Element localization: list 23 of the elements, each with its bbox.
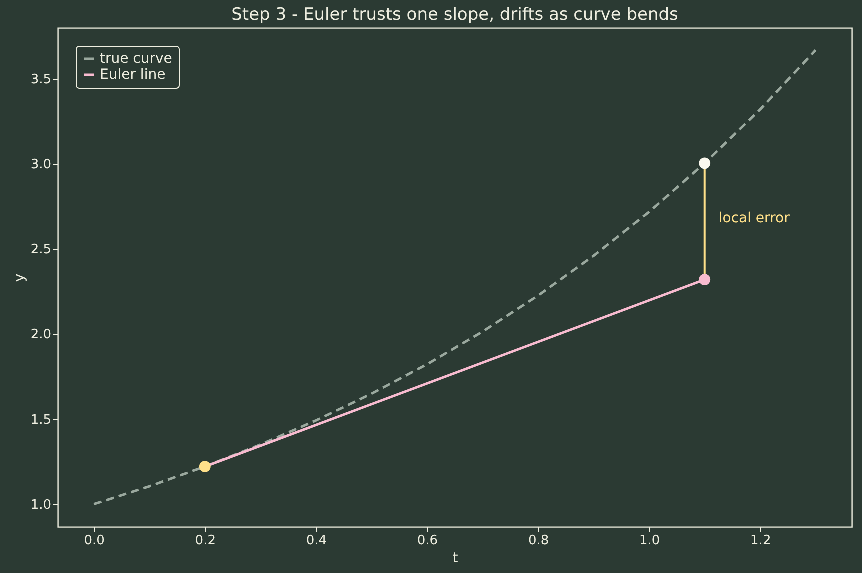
y-tick-label: 1.5: [30, 412, 52, 428]
legend-label: true curve: [100, 51, 172, 67]
x-tick-label: 0.2: [195, 534, 216, 548]
legend-label: Euler line: [100, 67, 166, 83]
line-series: [92, 49, 818, 506]
x-tick-label: 0.4: [306, 534, 328, 548]
y-tick-label: 2.5: [30, 242, 52, 258]
point: [699, 274, 711, 286]
x-tick-label: 0.6: [417, 534, 438, 548]
chart-title: Step 3 - Euler trusts one slope, drifts as curve bends: [232, 5, 679, 25]
y-tick-label: 2.0: [30, 328, 52, 343]
y-tick-label: 3.5: [30, 72, 52, 88]
x-tick-label: 1.2: [750, 534, 772, 548]
x-tick-label: 1.0: [639, 534, 660, 548]
x-tick-label: 0.0: [84, 534, 105, 548]
y-axis-title: y: [12, 274, 28, 282]
point: [199, 461, 211, 472]
x-tick-label: 0.8: [528, 534, 550, 548]
x-axis-title: t: [452, 550, 459, 566]
annotation: local error: [718, 210, 790, 227]
y-tick-label: 3.0: [30, 158, 52, 173]
y-tick-label: 1.0: [30, 498, 52, 513]
point: [699, 158, 711, 170]
